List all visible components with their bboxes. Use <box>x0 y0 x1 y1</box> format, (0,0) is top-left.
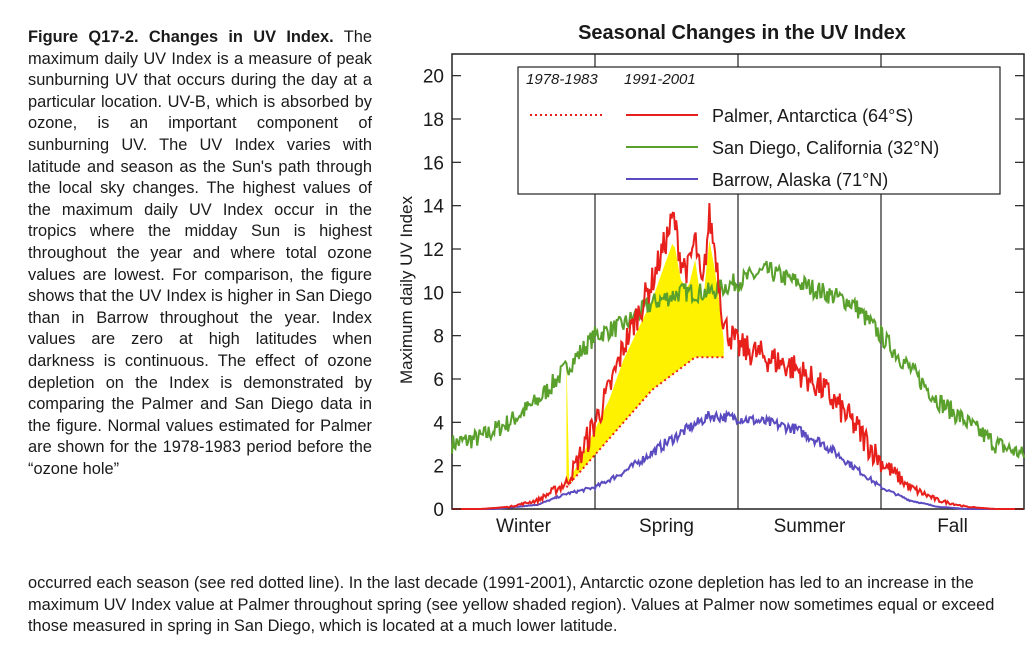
ozone-depletion-region <box>566 239 724 486</box>
series-line-san-diego <box>451 260 1025 459</box>
y-tick-label: 10 <box>423 283 444 304</box>
figure-title: Changes in UV Index. <box>148 28 334 46</box>
chart-title: Seasonal Changes in the UV Index <box>578 22 906 44</box>
series-line-barrow <box>452 409 1024 510</box>
y-tick-label: 12 <box>423 240 444 261</box>
axes: 0 2 4 6 8 10 12 14 16 18 20 Winter Spring Summer Fall <box>423 67 1024 537</box>
legend-period-a: 1978-1983 <box>526 71 598 88</box>
x-category-label: Fall <box>937 516 968 537</box>
figure-caption-bottom: occurred each season (see red dotted lin… <box>28 574 995 636</box>
legend-entry: Barrow, Alaska (71°N) <box>712 170 888 190</box>
y-tick-label: 16 <box>423 153 444 174</box>
caption-body: The maximum daily UV Index is a measure … <box>28 28 372 478</box>
figure-caption-side: Figure Q17-2. Changes in UV Index. The m… <box>28 27 372 480</box>
legend: 1978-1983 1991-2001 Palmer, Antarctica (64… <box>517 66 1001 195</box>
x-category-label: Summer <box>774 516 846 537</box>
legend-entry: San Diego, California (32°N) <box>712 138 939 158</box>
y-tick-label: 2 <box>433 457 444 478</box>
legend-entry: Palmer, Antarctica (64°S) <box>712 106 913 126</box>
y-tick-label: 6 <box>433 370 444 391</box>
y-tick-label: 14 <box>423 197 445 218</box>
ozone-depletion-fill <box>566 239 724 486</box>
y-tick-label: 0 <box>433 500 444 521</box>
figure-label: Figure Q17-2. <box>28 28 139 46</box>
series-line-palmer-1991-2001 <box>452 203 1024 510</box>
legend-period-b: 1991-2001 <box>624 71 696 88</box>
series-lines <box>451 203 1025 510</box>
y-tick-label: 4 <box>433 413 444 434</box>
legend-box <box>517 66 1001 195</box>
x-category-label: Spring <box>639 516 694 537</box>
y-axis-label: Maximum daily UV Index <box>397 196 416 385</box>
y-tick-label: 20 <box>423 67 444 88</box>
series-line-palmer-1978-1983 <box>565 356 724 488</box>
x-category-label: Winter <box>496 516 552 537</box>
y-tick-label: 18 <box>423 110 444 131</box>
y-tick-label: 8 <box>433 327 444 348</box>
